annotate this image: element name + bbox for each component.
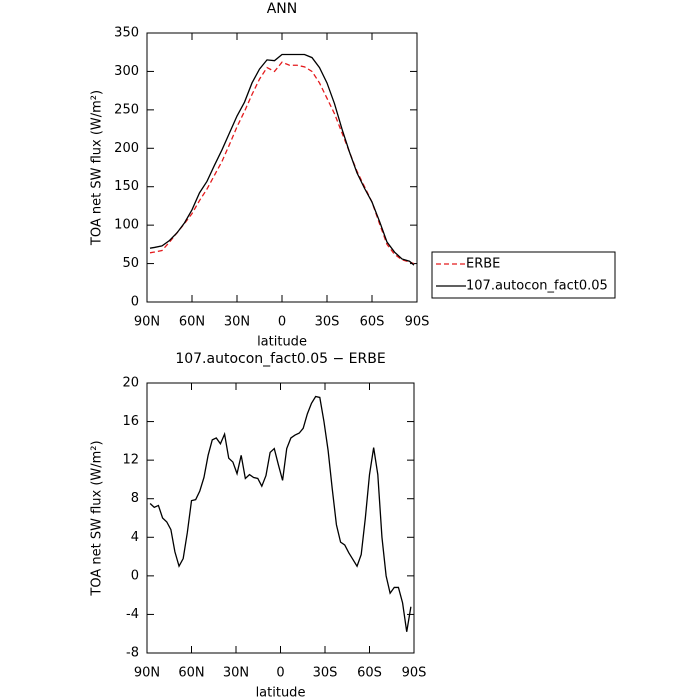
x-tick-label: 60N — [179, 315, 205, 330]
x-tick-label: 30S — [313, 666, 338, 681]
y-axis-label: TOA net SW flux (W/m²) — [90, 440, 105, 596]
legend-label: ERBE — [466, 257, 500, 272]
chart-title: ANN — [267, 1, 298, 17]
x-tick-label: 90N — [134, 315, 160, 330]
y-tick-label: 4 — [131, 530, 139, 545]
x-axis-label: latitude — [257, 335, 307, 350]
y-tick-label: -8 — [126, 646, 139, 661]
plot-frame — [146, 32, 418, 303]
x-axis-label: latitude — [256, 686, 306, 700]
x-tick-label: 0 — [278, 315, 286, 330]
y-tick-label: 8 — [131, 491, 139, 506]
y-tick-label: 16 — [122, 414, 139, 429]
x-tick-label: 90N — [134, 666, 160, 681]
y-tick-label: 12 — [122, 453, 139, 468]
y-tick-label: 250 — [114, 102, 139, 117]
y-tick-label: 50 — [122, 256, 139, 271]
chart-title: 107.autocon_fact0.05 − ERBE — [175, 351, 385, 367]
x-tick-label: 90S — [405, 315, 430, 330]
y-tick-label: 100 — [114, 218, 139, 233]
y-tick-label: -4 — [126, 607, 139, 622]
data-line — [149, 53, 415, 266]
data-line — [149, 395, 412, 632]
x-tick-label: 30S — [315, 315, 340, 330]
y-tick-label: 150 — [114, 179, 139, 194]
x-tick-label: 60S — [360, 315, 385, 330]
y-tick-label: 0 — [131, 568, 139, 583]
y-tick-label: 200 — [114, 141, 139, 156]
y-tick-label: 300 — [114, 64, 139, 79]
y-tick-label: 20 — [122, 376, 139, 391]
x-tick-label: 30N — [224, 315, 250, 330]
legend-label: 107.autocon_fact0.05 — [466, 279, 608, 294]
x-tick-label: 0 — [276, 666, 284, 681]
y-tick-label: 350 — [114, 26, 139, 41]
y-tick-label: 0 — [131, 295, 139, 310]
data-line — [149, 61, 415, 265]
x-tick-label: 30N — [223, 666, 249, 681]
x-tick-label: 60S — [357, 666, 382, 681]
legend-box — [431, 251, 616, 299]
x-tick-label: 60N — [178, 666, 204, 681]
y-axis-label: TOA net SW flux (W/m²) — [90, 90, 105, 246]
x-tick-label: 90S — [402, 666, 427, 681]
plot-frame — [146, 382, 415, 654]
